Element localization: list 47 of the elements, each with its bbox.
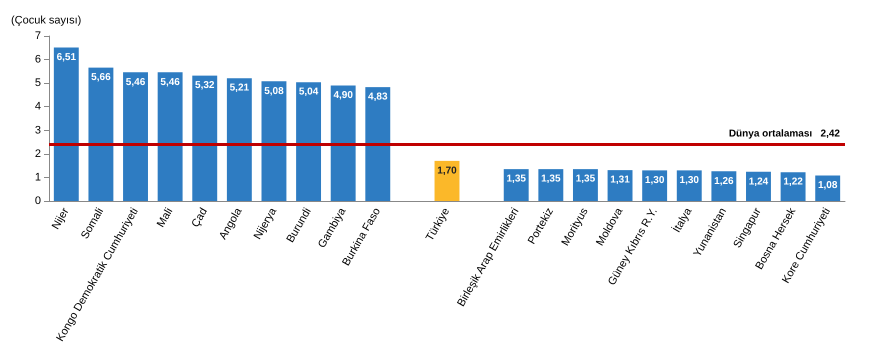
- data-label: 1,35: [541, 174, 561, 185]
- data-label: 1,30: [680, 174, 700, 186]
- y-tick-label: 0: [34, 195, 41, 207]
- data-label: 5,08: [264, 86, 284, 97]
- bar: [642, 170, 668, 201]
- data-label: 1,70: [437, 165, 458, 176]
- data-label: 1,35: [506, 174, 526, 185]
- bar: [296, 82, 322, 201]
- bar: [434, 160, 460, 201]
- data-label: 5,21: [230, 82, 250, 94]
- data-label: 6,51: [56, 52, 76, 64]
- data-label: 1,35: [576, 174, 596, 185]
- bar: [261, 81, 286, 201]
- y-tick-label: 7: [34, 30, 41, 42]
- data-label: 4,90: [333, 90, 354, 101]
- bar: [158, 72, 183, 201]
- data-label: 5,04: [298, 86, 319, 98]
- bar: [226, 78, 252, 201]
- data-label: 5,66: [91, 72, 112, 84]
- data-label: 1,22: [783, 176, 804, 188]
- data-label: 1,26: [714, 176, 734, 187]
- y-tick-label: 5: [34, 77, 41, 90]
- bar: [192, 76, 218, 201]
- data-label: 5,46: [126, 76, 146, 88]
- data-label: 4,83: [368, 92, 388, 103]
- data-label: 5,32: [195, 80, 215, 92]
- bar: [54, 48, 79, 201]
- y-tick-label: 3: [34, 124, 41, 136]
- data-label: 1,08: [818, 180, 838, 192]
- bar: [88, 68, 114, 201]
- data-label: 1,31: [610, 174, 630, 186]
- bar: [330, 86, 356, 201]
- y-axis-title: (Çocuk sayısı): [11, 14, 82, 26]
- y-tick-label: 1: [34, 171, 41, 184]
- bar: [780, 172, 806, 201]
- data-label: 5,46: [160, 76, 180, 88]
- bar: [123, 72, 148, 201]
- y-tick-label: 6: [34, 54, 41, 66]
- bar: [608, 170, 633, 201]
- bar: [365, 87, 390, 201]
- bar: [572, 169, 598, 201]
- y-tick-label: 4: [34, 100, 41, 113]
- ref-line-label: Dünya ortalaması 2,42: [728, 128, 840, 140]
- y-tick-label: 2: [34, 148, 41, 160]
- data-label: 1,24: [748, 176, 769, 188]
- bar: [538, 169, 564, 201]
- data-label: 1,30: [644, 174, 665, 186]
